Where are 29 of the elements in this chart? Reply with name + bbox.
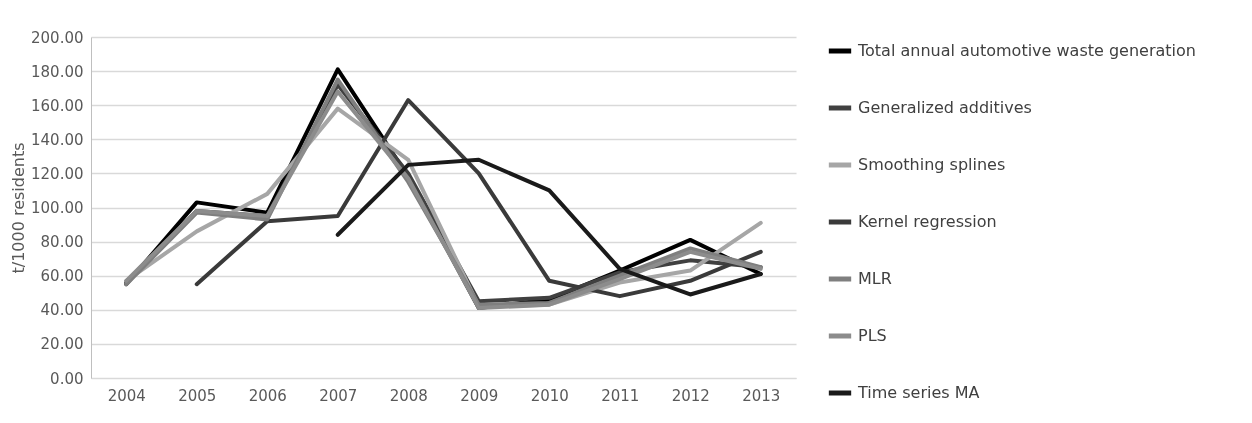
y-tick-label: 180.00 [31, 62, 84, 81]
y-tick-label: 140.00 [31, 130, 84, 149]
x-tick-label: 2011 [601, 386, 640, 405]
y-tick-label: 60.00 [40, 267, 84, 286]
y-tick-label: 40.00 [40, 301, 84, 320]
y-axis-title: t/1000 residents [9, 142, 29, 274]
legend-label: Smoothing splines [858, 155, 1006, 174]
legend-label: MLR [858, 269, 892, 288]
legend-label: Time series MA [857, 383, 980, 402]
legend-label: Total annual automotive waste generation [857, 41, 1196, 60]
x-tick-label: 2012 [671, 386, 710, 405]
x-tick-label: 2005 [178, 386, 217, 405]
y-tick-label: 20.00 [40, 335, 84, 354]
y-tick-label: 100.00 [31, 199, 84, 217]
y-tick-label: 80.00 [40, 233, 84, 252]
x-tick-label: 2004 [107, 386, 146, 405]
y-tick-label: 200.00 [31, 28, 84, 47]
x-tick-label: 2010 [530, 386, 569, 405]
x-tick-label: 2006 [248, 386, 287, 405]
legend-label: Kernel regression [858, 212, 997, 231]
legend-label: PLS [858, 326, 887, 345]
y-tick-label: 160.00 [31, 96, 84, 115]
x-tick-label: 2013 [742, 386, 781, 405]
x-tick-label: 2007 [319, 386, 358, 405]
x-tick-label: 2009 [460, 386, 499, 405]
y-tick-label: 120.00 [31, 164, 84, 183]
x-tick-label: 2008 [389, 386, 428, 405]
y-tick-label: 0.00 [50, 369, 84, 388]
legend-label: Generalized additives [858, 98, 1032, 117]
